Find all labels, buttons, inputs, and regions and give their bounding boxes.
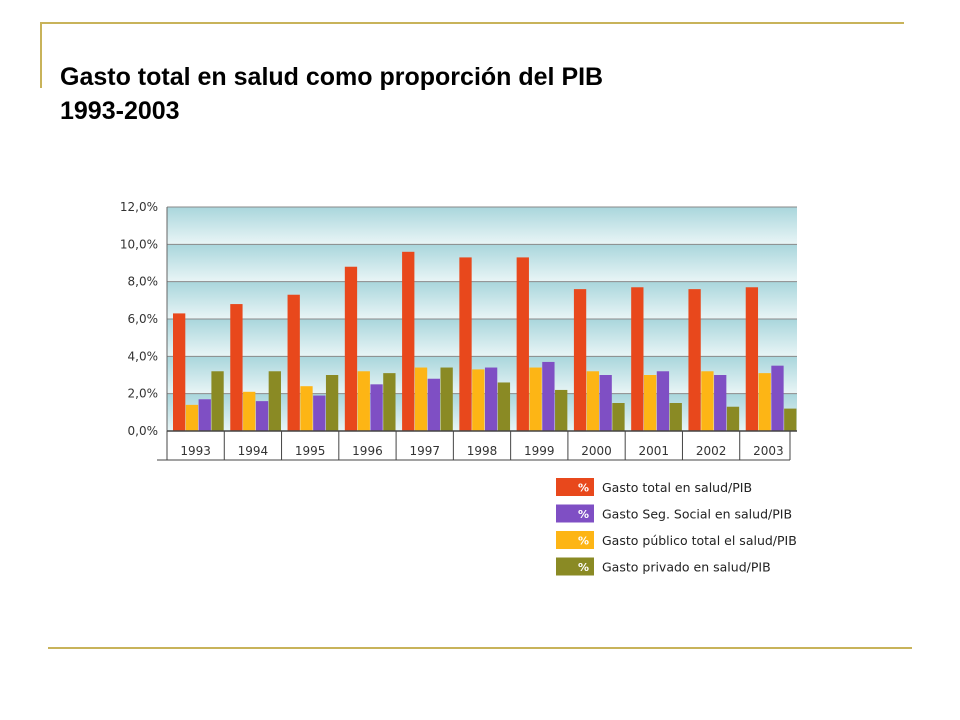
bar bbox=[555, 389, 568, 431]
y-tick-label: 0,0% bbox=[128, 424, 159, 438]
bar bbox=[357, 371, 370, 431]
y-tick-label: 8,0% bbox=[128, 275, 159, 289]
slide-title-line-1: Gasto total en salud como proporción del… bbox=[60, 63, 604, 91]
legend-swatch bbox=[556, 557, 594, 576]
bar bbox=[472, 369, 485, 431]
x-tick-label: 1999 bbox=[524, 444, 555, 458]
bar bbox=[427, 378, 440, 431]
bar bbox=[484, 367, 498, 431]
y-axis-ticks: 0,0% 2,0% 4,0% 6,0% 8,0% 10,0% 12,0% bbox=[120, 200, 158, 438]
bar bbox=[758, 373, 771, 431]
bar bbox=[440, 367, 453, 431]
bar bbox=[243, 391, 256, 431]
bar bbox=[313, 395, 326, 431]
axes bbox=[157, 207, 797, 461]
bar bbox=[771, 365, 784, 431]
bar bbox=[573, 289, 587, 431]
bar bbox=[370, 384, 383, 431]
bar bbox=[631, 287, 644, 431]
bar bbox=[414, 367, 428, 431]
slide-title: Gasto total en salud como proporción del… bbox=[60, 60, 860, 128]
x-tick-label: 1996 bbox=[352, 444, 383, 458]
legend-percent-marker: % bbox=[578, 561, 589, 574]
bar bbox=[529, 367, 542, 431]
left-rule bbox=[40, 22, 42, 88]
legend-percent-marker: % bbox=[578, 508, 589, 521]
bar bbox=[383, 373, 396, 431]
x-tick-label: 1994 bbox=[238, 444, 269, 458]
legend-label: Gasto público total el salud/PIB bbox=[602, 533, 797, 548]
bar bbox=[230, 304, 243, 431]
top-rule bbox=[40, 22, 904, 24]
bar-series bbox=[173, 251, 797, 431]
bar bbox=[300, 386, 313, 431]
legend-swatch bbox=[556, 504, 594, 523]
x-tick-label: 1998 bbox=[467, 444, 498, 458]
legend-percent-marker: % bbox=[578, 482, 589, 495]
legend-swatch bbox=[556, 531, 594, 549]
x-tick-label: 1993 bbox=[180, 444, 211, 458]
slide-title-line-2: 1993-2003 bbox=[60, 97, 180, 125]
bar bbox=[745, 287, 759, 431]
plot-band bbox=[167, 244, 797, 282]
bar bbox=[516, 257, 529, 431]
bar bbox=[497, 382, 511, 431]
bar bbox=[402, 251, 415, 431]
x-tick-label: 2000 bbox=[581, 444, 612, 458]
legend-label: Gasto total en salud/PIB bbox=[602, 480, 752, 495]
y-tick-label: 2,0% bbox=[128, 387, 159, 401]
bar bbox=[599, 375, 612, 431]
bar bbox=[726, 406, 740, 431]
x-tick-label: 2003 bbox=[753, 444, 784, 458]
plot-band bbox=[167, 207, 797, 245]
bar bbox=[287, 294, 300, 431]
bar bbox=[714, 375, 727, 431]
plot-band bbox=[167, 281, 797, 319]
y-tick-label: 4,0% bbox=[128, 349, 159, 363]
x-tick-label: 2002 bbox=[696, 444, 727, 458]
bottom-rule bbox=[48, 647, 912, 649]
bar bbox=[643, 375, 657, 431]
legend-swatch bbox=[556, 478, 594, 496]
legend: % Gasto total en salud/PIB% Gasto Seg. Soc… bbox=[556, 478, 797, 576]
x-tick-label: 1997 bbox=[409, 444, 440, 458]
bar bbox=[268, 371, 281, 431]
bar bbox=[612, 403, 625, 431]
bar bbox=[542, 361, 555, 431]
plot-band bbox=[167, 319, 797, 357]
bar bbox=[255, 401, 269, 431]
legend-label: Gasto privado en salud/PIB bbox=[602, 560, 771, 575]
bar bbox=[586, 371, 600, 431]
bar bbox=[669, 403, 682, 431]
bar bbox=[784, 408, 797, 431]
x-tick-label: 2001 bbox=[639, 444, 670, 458]
y-tick-label: 10,0% bbox=[120, 237, 158, 251]
bar bbox=[325, 375, 339, 431]
bar bbox=[344, 266, 358, 431]
bar bbox=[688, 289, 701, 431]
bar bbox=[459, 257, 472, 431]
bar bbox=[211, 371, 224, 431]
x-axis-ticks: 1993 1994 1995 1996 1997 1998 1999 2000 2001 2002… bbox=[180, 444, 783, 458]
bar bbox=[701, 371, 714, 431]
y-tick-label: 12,0% bbox=[120, 200, 158, 214]
bar bbox=[656, 371, 670, 431]
legend-label: Gasto Seg. Social en salud/PIB bbox=[602, 507, 792, 522]
x-tick-label: 1995 bbox=[295, 444, 326, 458]
y-tick-label: 6,0% bbox=[128, 312, 159, 326]
bar bbox=[185, 404, 199, 431]
legend-percent-marker: % bbox=[578, 535, 589, 548]
bar bbox=[198, 399, 211, 431]
bar bbox=[173, 313, 186, 431]
